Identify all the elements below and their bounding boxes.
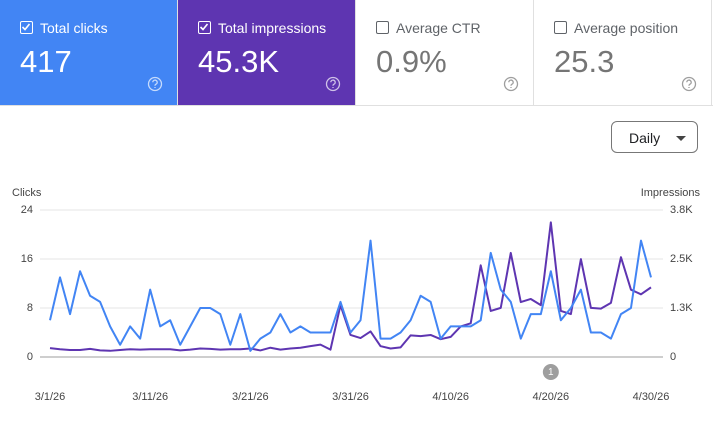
checkbox[interactable] (198, 21, 211, 34)
series-line (49, 221, 652, 352)
check-mark (21, 23, 31, 31)
y-tick-label: 16 (21, 253, 33, 265)
metric-value: 45.3K (198, 44, 280, 79)
y2-axis-title: Impressions (641, 187, 701, 199)
x-tick-label: 3/1/26 (35, 391, 66, 403)
checkbox[interactable] (554, 21, 567, 34)
metric-label: Average CTR (396, 20, 481, 36)
x-tick-label: 4/30/26 (633, 391, 670, 403)
x-tick-label: 3/31/26 (332, 391, 369, 403)
help-icon[interactable] (325, 76, 341, 92)
metric-label: Average position (574, 20, 679, 36)
metric-value: 0.9% (376, 44, 447, 79)
help-icon[interactable] (503, 76, 519, 92)
y-tick-label: 0 (27, 351, 33, 363)
check-mark (199, 23, 209, 31)
y-axis-title: Clicks (12, 187, 42, 199)
help-icon[interactable] (681, 76, 697, 92)
help-icon[interactable] (147, 76, 163, 92)
y2-tick-label: 0 (670, 351, 676, 363)
x-tick-label: 3/11/26 (132, 391, 168, 403)
annotation-label: 1 (548, 367, 554, 378)
metric-card[interactable]: Total clicks 417 (0, 0, 178, 105)
annotation-marker (542, 364, 559, 380)
y-tick-label: 24 (21, 204, 33, 216)
metric-value: 25.3 (554, 44, 615, 79)
x-tick-label: 4/20/26 (532, 391, 569, 403)
x-tick-label: 3/21/26 (232, 391, 269, 403)
metric-cards: Total clicks 417 Total impressions 45.3K Ave… (0, 0, 713, 106)
y-tick-label: 8 (27, 302, 33, 314)
y2-tick-label: 1.3K (670, 302, 693, 314)
dropdown-arrow (676, 136, 686, 141)
metric-label: Total impressions (218, 20, 327, 36)
y2-tick-label: 3.8K (670, 204, 693, 216)
metric-card[interactable]: Total impressions 45.3K (178, 0, 356, 105)
metric-card[interactable]: Average CTR 0.9% (356, 0, 534, 105)
checkbox[interactable] (376, 21, 389, 34)
metric-card[interactable]: Average position 25.3 (534, 0, 712, 105)
metric-label: Total clicks (40, 20, 108, 36)
y2-tick-label: 2.5K (670, 253, 693, 265)
dropdown-label: Daily (629, 130, 661, 146)
metric-value: 417 (20, 44, 72, 79)
checkbox[interactable] (20, 21, 33, 34)
x-tick-label: 4/10/26 (432, 391, 469, 403)
series-line (49, 239, 652, 352)
granularity-dropdown[interactable]: Daily (611, 121, 698, 153)
